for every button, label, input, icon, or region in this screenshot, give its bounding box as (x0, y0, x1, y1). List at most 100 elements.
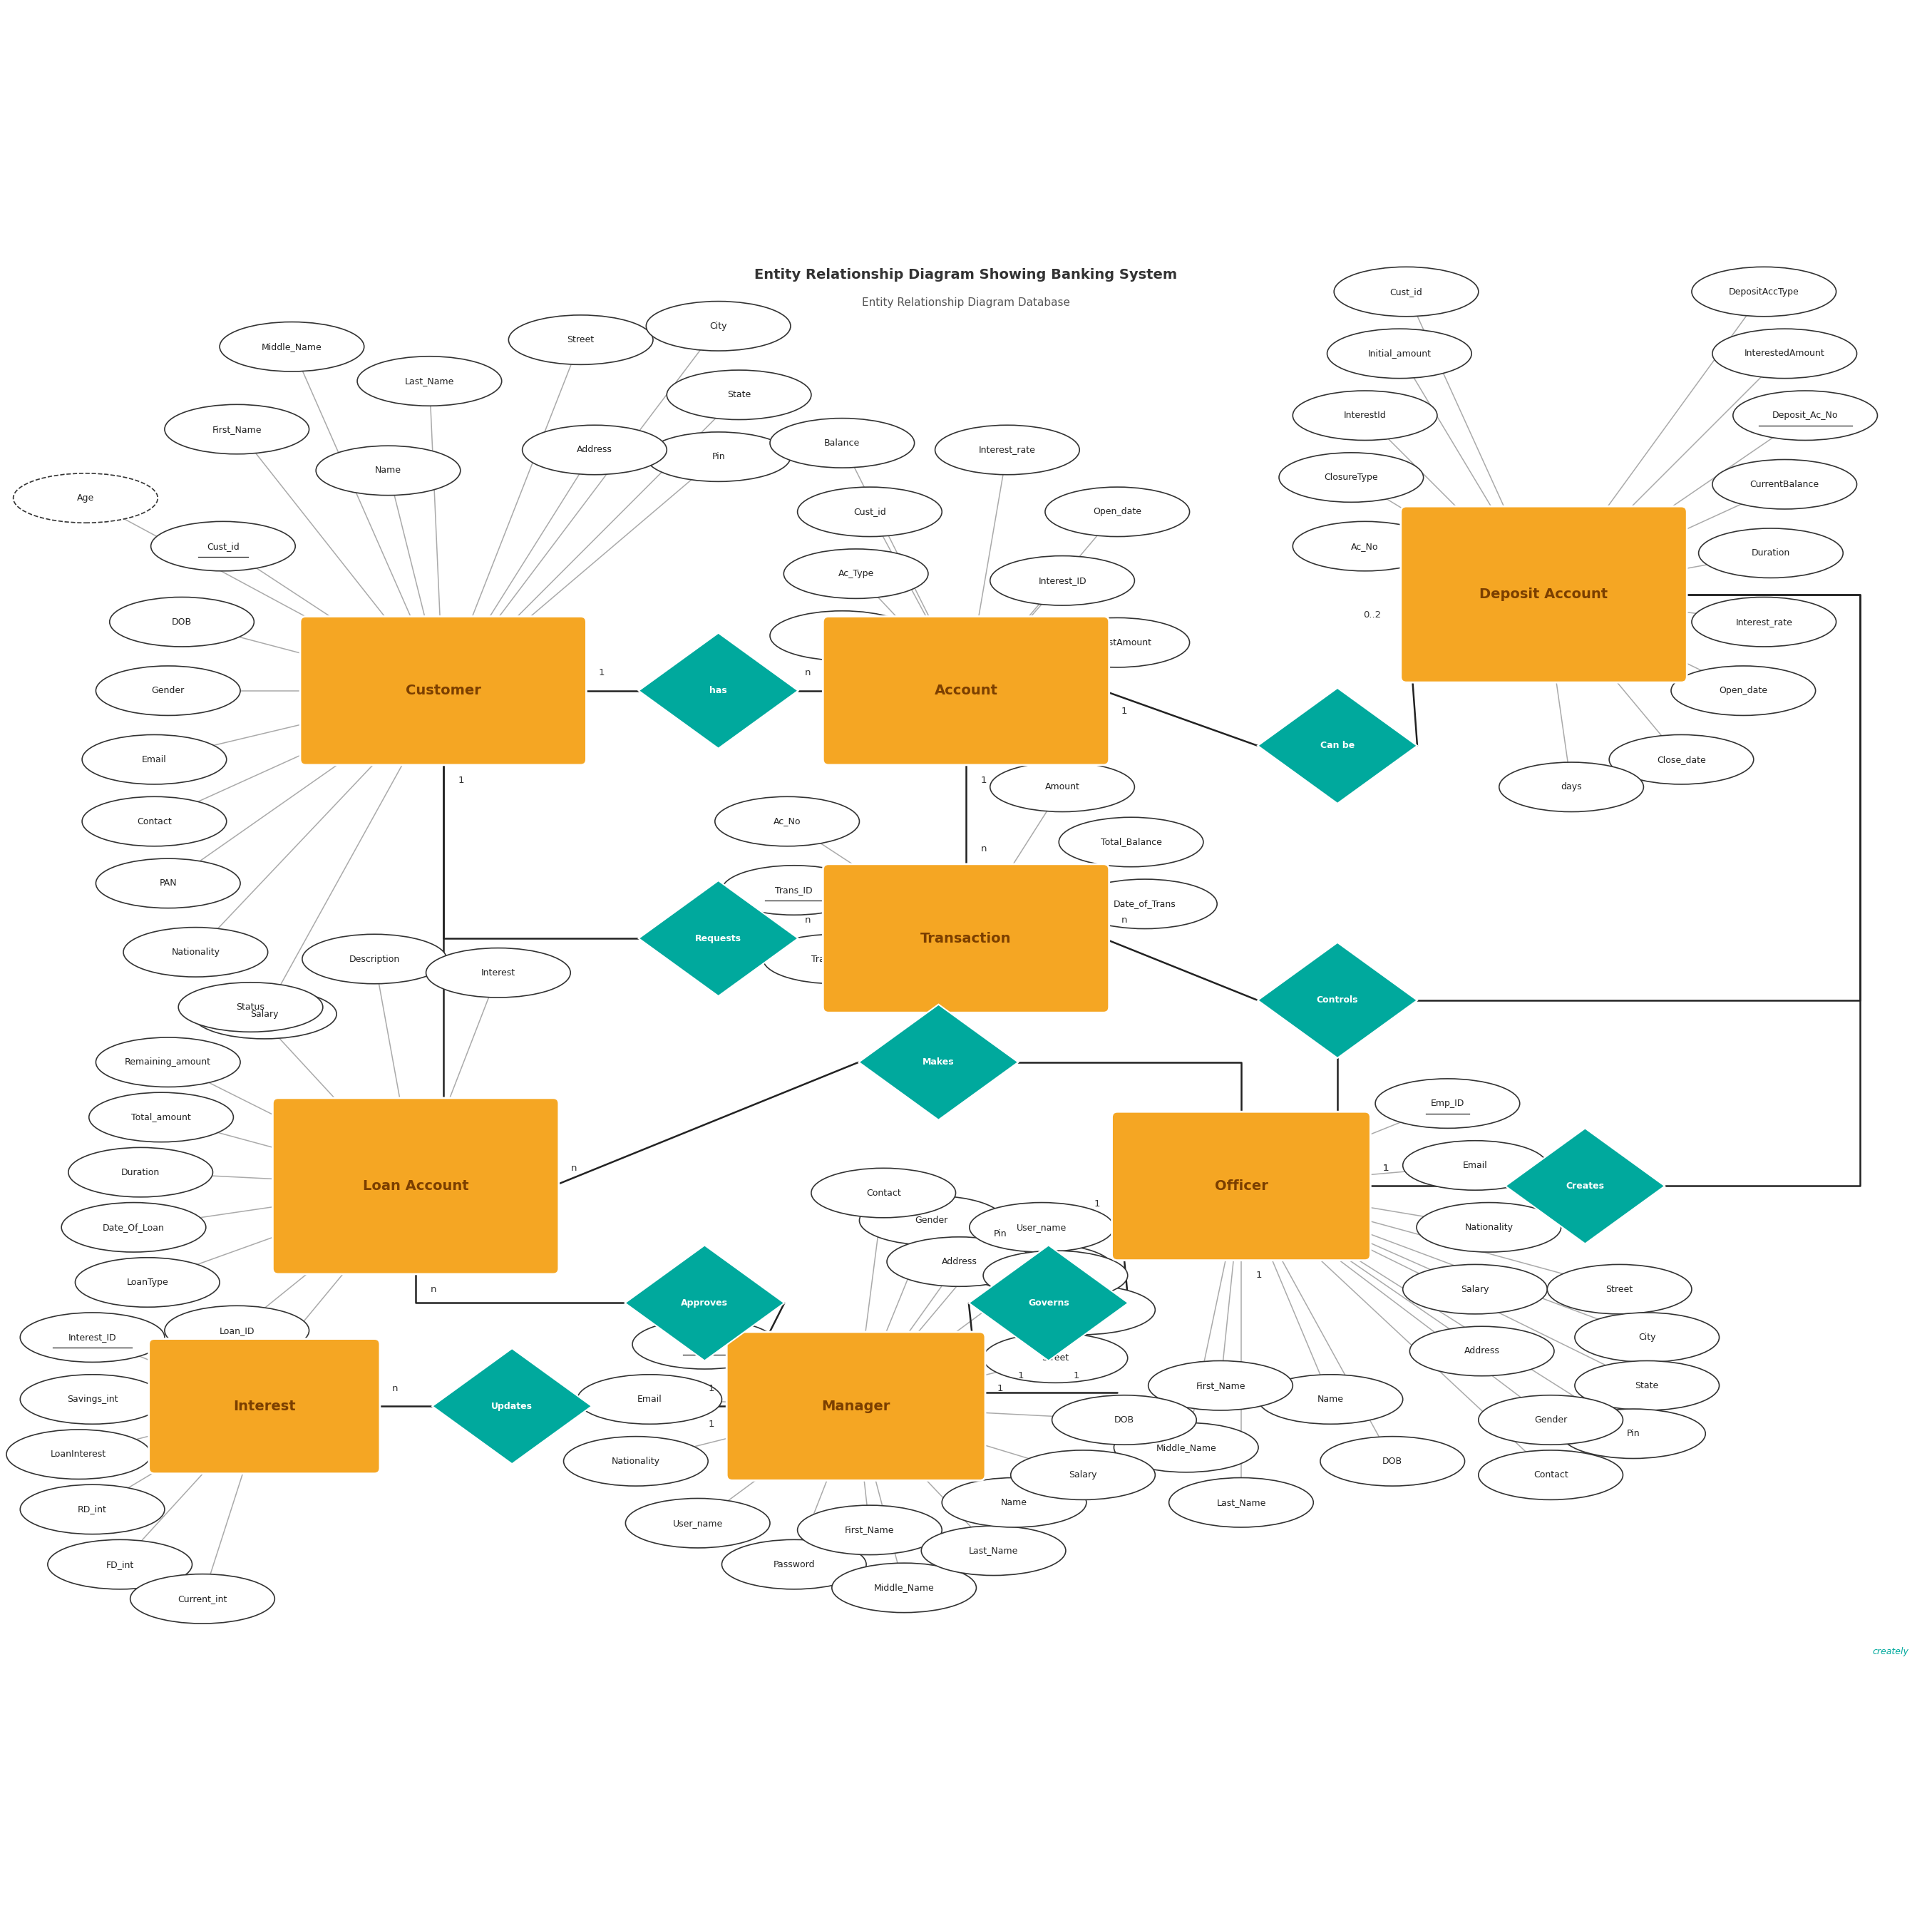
Ellipse shape (1403, 1264, 1548, 1314)
Text: DOB: DOB (1115, 1415, 1134, 1425)
Text: Controls: Controls (1316, 995, 1358, 1005)
Ellipse shape (1575, 1360, 1719, 1410)
Text: Pin: Pin (993, 1229, 1007, 1239)
Text: Loan_ID: Loan_ID (218, 1325, 255, 1335)
Ellipse shape (508, 315, 653, 364)
Text: Interest_rate: Interest_rate (980, 445, 1036, 455)
Text: InterestId: InterestId (1343, 410, 1387, 420)
Ellipse shape (14, 474, 158, 524)
Ellipse shape (110, 596, 253, 646)
Text: Date_Of_Loan: Date_Of_Loan (102, 1222, 164, 1231)
Text: Gender: Gender (916, 1216, 949, 1226)
Ellipse shape (1609, 735, 1754, 784)
Text: Password: Password (773, 1559, 815, 1569)
Text: Pin: Pin (1627, 1429, 1640, 1438)
Text: Open_date: Open_date (1719, 687, 1768, 696)
FancyBboxPatch shape (823, 865, 1109, 1013)
Text: Interest: Interest (481, 969, 516, 978)
Text: Current_int: Current_int (178, 1594, 228, 1603)
Ellipse shape (771, 612, 914, 660)
Ellipse shape (935, 426, 1080, 474)
Text: Emp_ID: Emp_ID (688, 1339, 721, 1348)
Ellipse shape (1279, 453, 1424, 503)
Text: City: City (709, 322, 726, 330)
Ellipse shape (970, 1243, 1115, 1293)
Ellipse shape (6, 1429, 151, 1479)
Text: DOB: DOB (1383, 1456, 1403, 1465)
Ellipse shape (48, 1540, 191, 1590)
Text: LoanType: LoanType (126, 1277, 168, 1287)
Text: Customer: Customer (406, 685, 481, 698)
Text: Interest_rate: Interest_rate (1735, 618, 1793, 627)
Ellipse shape (1293, 391, 1437, 441)
Text: Makes: Makes (923, 1057, 954, 1066)
Ellipse shape (943, 1477, 1086, 1527)
Ellipse shape (1327, 328, 1472, 378)
Text: Email: Email (141, 756, 166, 763)
Ellipse shape (151, 522, 296, 572)
Text: 1: 1 (1256, 1272, 1262, 1279)
Ellipse shape (1010, 1285, 1155, 1335)
Text: Name: Name (1318, 1394, 1345, 1404)
Ellipse shape (811, 1168, 956, 1218)
Ellipse shape (1698, 527, 1843, 577)
Text: Age: Age (77, 493, 95, 503)
Text: 1: 1 (709, 1383, 715, 1392)
Text: Interest_ID: Interest_ID (68, 1333, 116, 1343)
Text: Name: Name (1001, 1498, 1028, 1508)
Ellipse shape (970, 1203, 1115, 1252)
Ellipse shape (129, 1575, 274, 1623)
Ellipse shape (784, 549, 927, 598)
Ellipse shape (19, 1485, 164, 1534)
Text: AccountNo: AccountNo (226, 1381, 274, 1391)
Text: Deposit Account: Deposit Account (1480, 587, 1607, 600)
Ellipse shape (97, 1038, 240, 1088)
Text: DOB: DOB (172, 618, 191, 627)
Ellipse shape (1045, 487, 1190, 537)
Ellipse shape (1333, 267, 1478, 316)
Text: PAN: PAN (158, 878, 178, 888)
Ellipse shape (578, 1375, 723, 1423)
Text: 1: 1 (599, 667, 605, 677)
Text: First_Name: First_Name (1196, 1381, 1246, 1391)
Text: Password: Password (1034, 1272, 1076, 1279)
Text: Email: Email (1463, 1160, 1488, 1170)
Text: Middle_Name: Middle_Name (1155, 1442, 1217, 1452)
Text: User_name: User_name (1016, 1222, 1066, 1231)
Ellipse shape (798, 487, 943, 537)
Text: Salary: Salary (251, 1009, 278, 1018)
Text: Interest: Interest (234, 1400, 296, 1414)
Ellipse shape (19, 1375, 164, 1423)
Ellipse shape (1320, 1437, 1464, 1486)
Text: Cust_id: Cust_id (1389, 288, 1422, 295)
Ellipse shape (81, 796, 226, 846)
Ellipse shape (97, 859, 240, 907)
Ellipse shape (723, 1540, 866, 1590)
Text: n: n (806, 915, 811, 924)
Text: Middle_Name: Middle_Name (873, 1582, 935, 1592)
Text: Governs: Governs (1028, 1298, 1068, 1308)
Text: Street: Street (568, 336, 595, 345)
Text: Street: Street (1605, 1285, 1633, 1295)
Ellipse shape (927, 1210, 1072, 1258)
Text: n: n (981, 844, 987, 854)
Text: Trans_ID: Trans_ID (775, 886, 813, 896)
Text: Total_amount: Total_amount (131, 1112, 191, 1122)
Text: First_Name: First_Name (844, 1525, 895, 1534)
Polygon shape (639, 880, 798, 995)
Text: LoanInterest: LoanInterest (50, 1450, 106, 1460)
Ellipse shape (1148, 1360, 1293, 1410)
Ellipse shape (763, 934, 908, 984)
Ellipse shape (645, 432, 790, 481)
Text: Officer: Officer (1215, 1180, 1267, 1193)
Ellipse shape (645, 301, 790, 351)
Text: 1: 1 (1383, 1164, 1389, 1172)
Text: Requests: Requests (696, 934, 742, 944)
Ellipse shape (1416, 1203, 1561, 1252)
Text: Ac_No: Ac_No (829, 631, 856, 641)
Text: Savings_int: Savings_int (68, 1394, 118, 1404)
Ellipse shape (1712, 328, 1857, 378)
Ellipse shape (357, 357, 502, 407)
Text: Cust_id: Cust_id (854, 506, 887, 516)
Text: Manager: Manager (821, 1400, 891, 1414)
